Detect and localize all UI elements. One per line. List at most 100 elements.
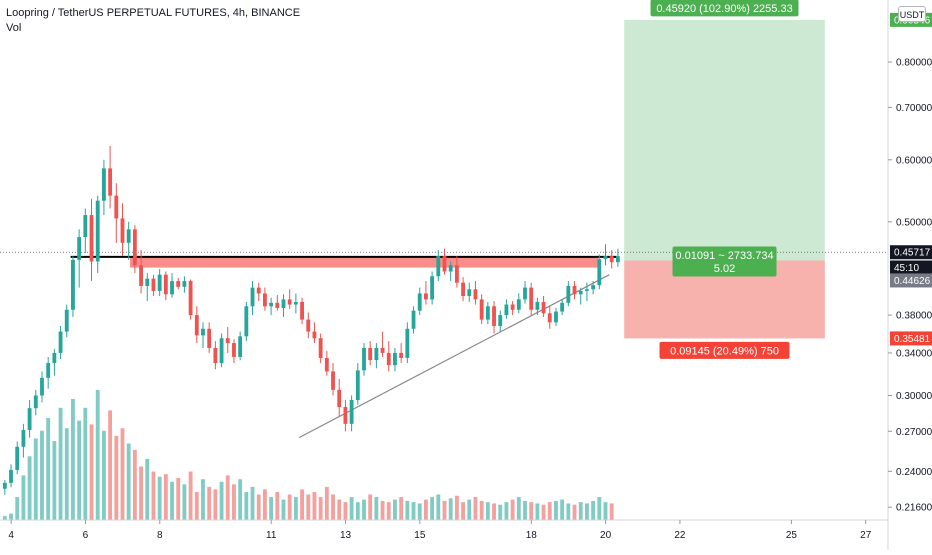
volume-bar (374, 497, 379, 520)
volume-bar (523, 500, 527, 520)
volume-bar (101, 430, 106, 520)
price-tick-label: 0.34000 (896, 348, 932, 359)
candle (603, 244, 608, 266)
candle (529, 282, 534, 316)
candle-body (27, 408, 32, 431)
candle (566, 281, 571, 307)
candle (585, 282, 589, 302)
candle (95, 195, 100, 274)
price-tick-label: 0.70000 (896, 103, 932, 114)
price-tag: 0.35481 (890, 331, 932, 346)
candle-body (89, 215, 94, 262)
time-tick-label: 13 (340, 530, 352, 541)
volume-bar (430, 497, 435, 520)
target-label-bg (650, 0, 799, 17)
candle (473, 281, 478, 305)
volume-bar (355, 502, 360, 520)
volume-bar (312, 491, 317, 520)
candle (541, 295, 546, 317)
candle (306, 312, 311, 339)
candle (324, 350, 329, 376)
candle-body (498, 315, 503, 327)
candle-body (101, 168, 106, 201)
candle-body (473, 289, 478, 300)
price-tag-text: 0.35481 (894, 334, 931, 345)
candle (132, 225, 137, 274)
candle (436, 250, 441, 282)
candle-body (399, 352, 404, 358)
candle-body (615, 256, 620, 263)
resistance-zone[interactable] (130, 256, 599, 268)
candle-body (454, 265, 459, 283)
volume-bar (145, 458, 150, 520)
candle (454, 256, 459, 288)
volume-bar (256, 494, 261, 520)
currency-button[interactable]: USDT (898, 6, 926, 22)
candle-body (21, 430, 26, 447)
stop-label-text: 0.09145 (20.49%) 750 (670, 345, 779, 357)
candle (355, 363, 360, 405)
candle (609, 250, 614, 269)
candle (275, 295, 280, 311)
volume-bar (182, 484, 187, 520)
time-tick-label: 8 (157, 530, 163, 541)
candle-body (312, 331, 317, 339)
candle-body (343, 407, 348, 424)
volume-bar (213, 489, 218, 520)
stop-label: 0.09145 (20.49%) 750 (659, 341, 790, 359)
candle-body (46, 363, 51, 378)
volume-bar (64, 428, 69, 520)
candle (2, 479, 7, 495)
volume-bar (411, 502, 416, 520)
volume-bar (108, 410, 113, 520)
volume-bar (201, 479, 205, 520)
candle (331, 363, 335, 396)
chart-title-block: Loopring / TetherUS PERPETUAL FUTURES, 4… (6, 6, 300, 36)
price-tag-text: 45:10 (894, 263, 919, 274)
volume-bar (95, 390, 100, 520)
volume-bar (238, 479, 243, 520)
candle (343, 400, 348, 432)
stop-label-bg (659, 341, 790, 359)
candle-body (188, 281, 193, 316)
price-tag-text: 0.45717 (894, 248, 931, 259)
candle (411, 306, 416, 334)
candle-body (461, 282, 465, 296)
candle (615, 248, 620, 267)
volume-bar (343, 502, 348, 520)
volume-bar (269, 497, 274, 520)
candle (368, 341, 373, 366)
volume-bar (386, 502, 391, 520)
candle (108, 145, 113, 209)
candle-body (318, 338, 323, 358)
profit-zone[interactable] (624, 19, 825, 261)
time-tick-label: 6 (83, 530, 89, 541)
candle (516, 293, 521, 314)
volume-bar (2, 516, 7, 520)
candle-body (609, 256, 614, 263)
price-tick-label: 0.27000 (896, 427, 932, 438)
volume-bar (368, 494, 373, 520)
price-tick-label: 0.21600 (896, 503, 932, 514)
volume-bar (485, 502, 490, 520)
candle-body (436, 256, 441, 277)
volume-indicator-label[interactable]: Vol (6, 22, 22, 34)
volume-bar (188, 471, 193, 520)
candle (349, 395, 354, 432)
candle (405, 322, 410, 364)
price-tag-bg (890, 260, 932, 275)
volume-bar (9, 513, 13, 520)
candle-body (572, 285, 577, 295)
candle (498, 310, 503, 332)
target-label-text: 0.45920 (102.90%) 2255.33 (656, 3, 792, 15)
candle-body (52, 352, 57, 364)
candle-body (151, 278, 156, 291)
candle-body (324, 357, 329, 372)
candle (201, 322, 205, 348)
candle (46, 356, 51, 389)
volume-bar (157, 476, 162, 520)
candle (430, 271, 435, 305)
